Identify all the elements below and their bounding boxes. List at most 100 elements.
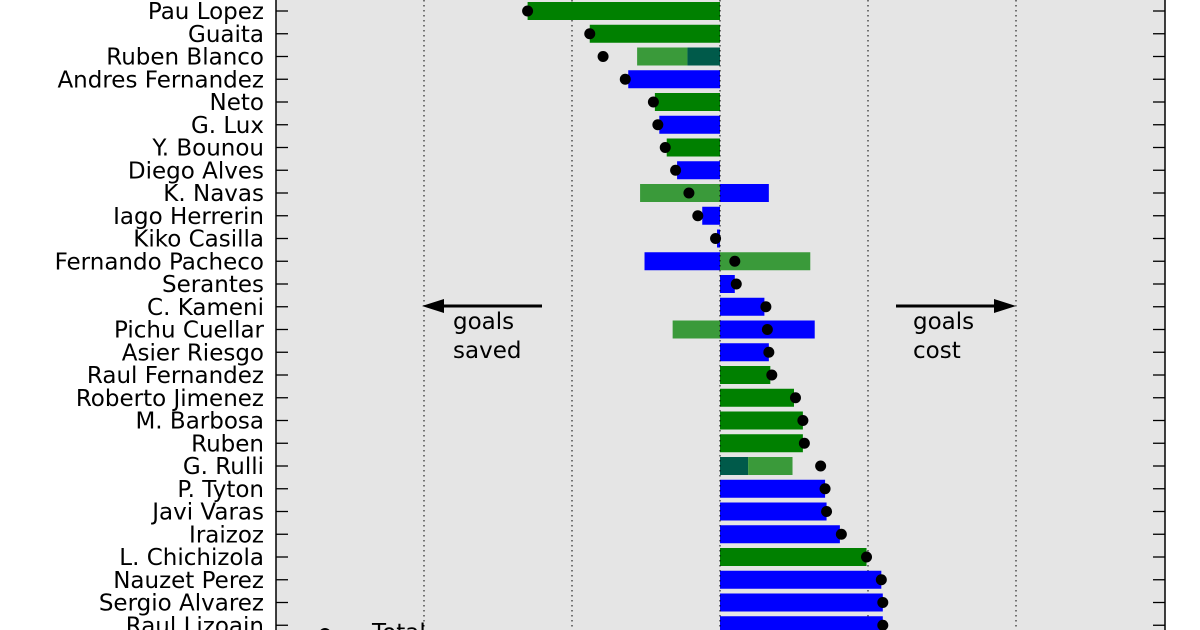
player-label: Y. Bounou <box>151 136 264 162</box>
goals-saved-line-1: goals <box>453 309 514 335</box>
bar-segment <box>720 593 883 612</box>
bar-segment <box>720 343 769 362</box>
bar-segment <box>659 115 720 134</box>
bar-segment <box>677 161 720 180</box>
player-label: Pau Lopez <box>148 0 264 25</box>
total-dot <box>766 369 778 381</box>
bar-segment <box>687 47 720 66</box>
total-dot <box>861 551 873 563</box>
total-dot <box>670 164 682 176</box>
total-dot <box>819 483 831 495</box>
bar-segment <box>720 525 840 544</box>
total-dot <box>789 392 801 404</box>
total-dot <box>797 415 809 426</box>
bar-segment <box>720 434 803 453</box>
goals-saved-annotation: goals saved <box>422 299 542 364</box>
legend-total-label: Total <box>371 620 426 630</box>
player-label: Ruben Blanco <box>106 45 264 71</box>
goals-cost-annotation: goals cost <box>896 299 1016 364</box>
player-label: Iago Herrerin <box>113 204 264 230</box>
bar-segment <box>720 275 735 293</box>
total-dot <box>584 28 596 40</box>
right-arrow-head <box>994 299 1016 313</box>
player-label: K. Navas <box>163 181 264 207</box>
total-dot <box>659 142 671 153</box>
player-label: G. Rulli <box>183 454 264 480</box>
bar-segment <box>720 411 803 430</box>
total-dot <box>729 255 741 267</box>
player-label: Asier Riesgo <box>122 340 264 366</box>
player-label: Neto <box>210 90 264 116</box>
player-label: G. Lux <box>191 113 264 139</box>
total-dot <box>647 96 659 108</box>
bar-segment <box>720 479 826 498</box>
bar-segment <box>720 570 882 589</box>
player-label: Ruben <box>191 431 264 457</box>
total-dot <box>877 619 889 630</box>
total-dot <box>730 278 742 290</box>
total-dot <box>683 187 695 199</box>
total-dot <box>877 597 889 608</box>
player-label: Iraizoz <box>189 522 264 548</box>
left-arrow-head <box>422 299 444 313</box>
bar-segment <box>644 252 720 271</box>
bar-segment <box>702 206 720 225</box>
total-dot <box>692 210 704 222</box>
player-label: Guaita <box>188 22 264 48</box>
bar-segment <box>666 138 720 157</box>
total-dot <box>798 437 810 449</box>
player-label: Fernando Pacheco <box>55 249 264 275</box>
bar-segment <box>720 252 811 271</box>
total-dot <box>875 574 887 586</box>
bar-segment <box>637 47 688 66</box>
bar-segment <box>720 366 771 384</box>
bar-segment <box>654 93 720 111</box>
total-dot <box>835 528 847 540</box>
player-label: Diego Alves <box>128 158 264 184</box>
player-label: Nauzet Perez <box>113 568 264 594</box>
goals-cost-line-1: goals <box>913 309 974 335</box>
player-label: Serantes <box>162 272 264 298</box>
bar-segment <box>628 70 720 89</box>
player-label: L. Chichizola <box>119 545 264 571</box>
player-label: Kiko Casilla <box>133 227 264 253</box>
bar-segment <box>720 297 765 316</box>
player-label: Raul Lizoain <box>126 613 264 630</box>
player-label: M. Barbosa <box>135 409 264 435</box>
total-dot <box>522 5 534 17</box>
total-dot <box>597 51 609 62</box>
player-label: Sergio Alvarez <box>99 591 264 617</box>
total-dot <box>710 233 722 244</box>
player-label: Javi Varas <box>150 500 264 526</box>
player-label: Roberto Jimenez <box>76 386 264 412</box>
total-dot <box>619 73 631 85</box>
total-dot <box>815 460 827 472</box>
bar-segment <box>748 457 793 475</box>
total-dot <box>652 119 664 131</box>
total-dot <box>763 346 775 358</box>
bar-segment <box>720 548 867 566</box>
bar-segment <box>672 320 720 339</box>
player-label: Raul Fernandez <box>87 363 264 389</box>
bar-segment <box>720 184 769 202</box>
player-label: Andres Fernandez <box>57 67 264 93</box>
total-markers <box>522 5 889 630</box>
total-dot <box>821 506 833 517</box>
bar-segment <box>720 502 827 521</box>
total-dot <box>761 324 773 335</box>
bar-segment <box>640 184 720 202</box>
bar-segment <box>589 24 720 43</box>
total-dot <box>760 301 772 313</box>
player-label: Pichu Cuellar <box>114 318 265 344</box>
goals-saved-line-2: saved <box>453 338 521 364</box>
bar-segment <box>720 388 794 407</box>
bar-segment <box>720 616 883 630</box>
bar-segment <box>527 2 720 20</box>
bar-segment <box>720 457 749 475</box>
player-label: C. Kameni <box>147 295 264 321</box>
bars <box>527 0 883 630</box>
goals-cost-line-2: cost <box>913 338 961 364</box>
y-axis-ticks <box>276 10 1165 626</box>
